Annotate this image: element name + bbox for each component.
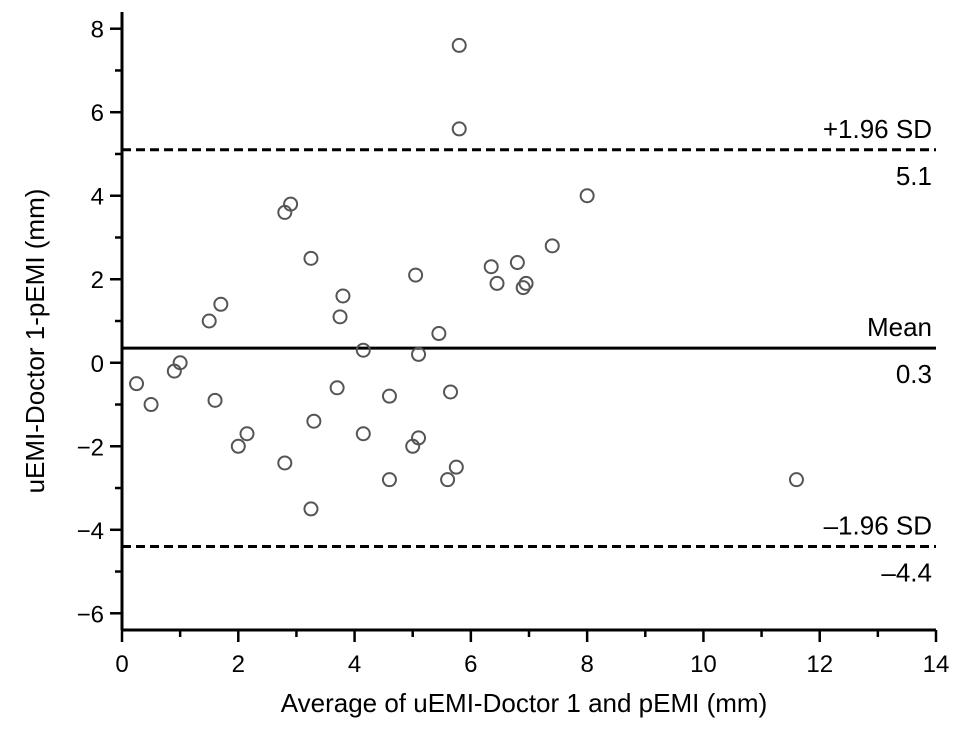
- data-points: [129, 37, 804, 517]
- reference-line-value: –4.4: [881, 557, 932, 587]
- data-point: [448, 459, 464, 475]
- y-tick-label: −2: [77, 434, 104, 461]
- data-point: [129, 376, 145, 392]
- data-point: [172, 355, 188, 371]
- x-tick-label: 0: [115, 651, 128, 678]
- reference-line-name: +1.96 SD: [823, 114, 932, 144]
- reference-lines: +1.96 SD 5.1 Mean 0.3 –1.96 SD –4.4: [122, 114, 936, 587]
- data-point: [381, 388, 397, 404]
- data-point: [451, 121, 467, 137]
- x-tick-label: 8: [580, 651, 593, 678]
- x-tick-label: 12: [806, 651, 833, 678]
- data-point: [579, 188, 595, 204]
- y-axis-title: uEMI-Doctor 1-pEMI (mm): [20, 189, 50, 494]
- data-point: [329, 380, 345, 396]
- data-point: [518, 275, 534, 291]
- data-point: [201, 313, 217, 329]
- x-tick-label: 10: [690, 651, 717, 678]
- data-point: [332, 309, 348, 325]
- x-tick-label: 2: [232, 651, 245, 678]
- reference-line-value: 0.3: [896, 359, 932, 389]
- x-tick-label: 14: [923, 651, 950, 678]
- data-point: [283, 196, 299, 212]
- y-tick-label: 0: [91, 351, 104, 378]
- data-point: [443, 384, 459, 400]
- data-point: [483, 259, 499, 275]
- reference-line-name: –1.96 SD: [824, 510, 932, 540]
- data-point: [411, 346, 427, 362]
- data-point: [303, 501, 319, 517]
- labels: Average of uEMI-Doctor 1 and pEMI (mm) u…: [20, 189, 767, 718]
- reference-line-value: 5.1: [896, 161, 932, 191]
- y-tick-label: −4: [77, 518, 104, 545]
- data-point: [509, 255, 525, 271]
- data-point: [381, 472, 397, 488]
- y-tick-label: 8: [91, 17, 104, 44]
- x-axis-title: Average of uEMI-Doctor 1 and pEMI (mm): [281, 688, 767, 718]
- data-point: [277, 455, 293, 471]
- data-point: [451, 37, 467, 53]
- axes: −6 −4 −2 0 2 4 6 8 0 2 4 6 8 10 12 14: [77, 12, 950, 678]
- reference-line-name: Mean: [867, 312, 932, 342]
- data-point: [355, 426, 371, 442]
- y-tick-label: 2: [91, 267, 104, 294]
- data-point: [230, 438, 246, 454]
- data-point: [440, 472, 456, 488]
- x-tick-label: 6: [464, 651, 477, 678]
- data-point: [544, 238, 560, 254]
- data-point: [143, 397, 159, 413]
- data-point: [408, 267, 424, 283]
- data-point: [303, 250, 319, 266]
- x-tick-label: 4: [348, 651, 361, 678]
- data-point: [335, 288, 351, 304]
- data-point: [788, 472, 804, 488]
- y-tick-label: 6: [91, 100, 104, 127]
- data-point: [213, 296, 229, 312]
- data-point: [405, 438, 421, 454]
- y-tick-label: −6: [77, 601, 104, 628]
- data-point: [239, 426, 255, 442]
- data-point: [355, 342, 371, 358]
- y-tick-label: 4: [91, 184, 104, 211]
- data-point: [306, 413, 322, 429]
- data-point: [489, 275, 505, 291]
- data-point: [431, 326, 447, 342]
- data-point: [207, 392, 223, 408]
